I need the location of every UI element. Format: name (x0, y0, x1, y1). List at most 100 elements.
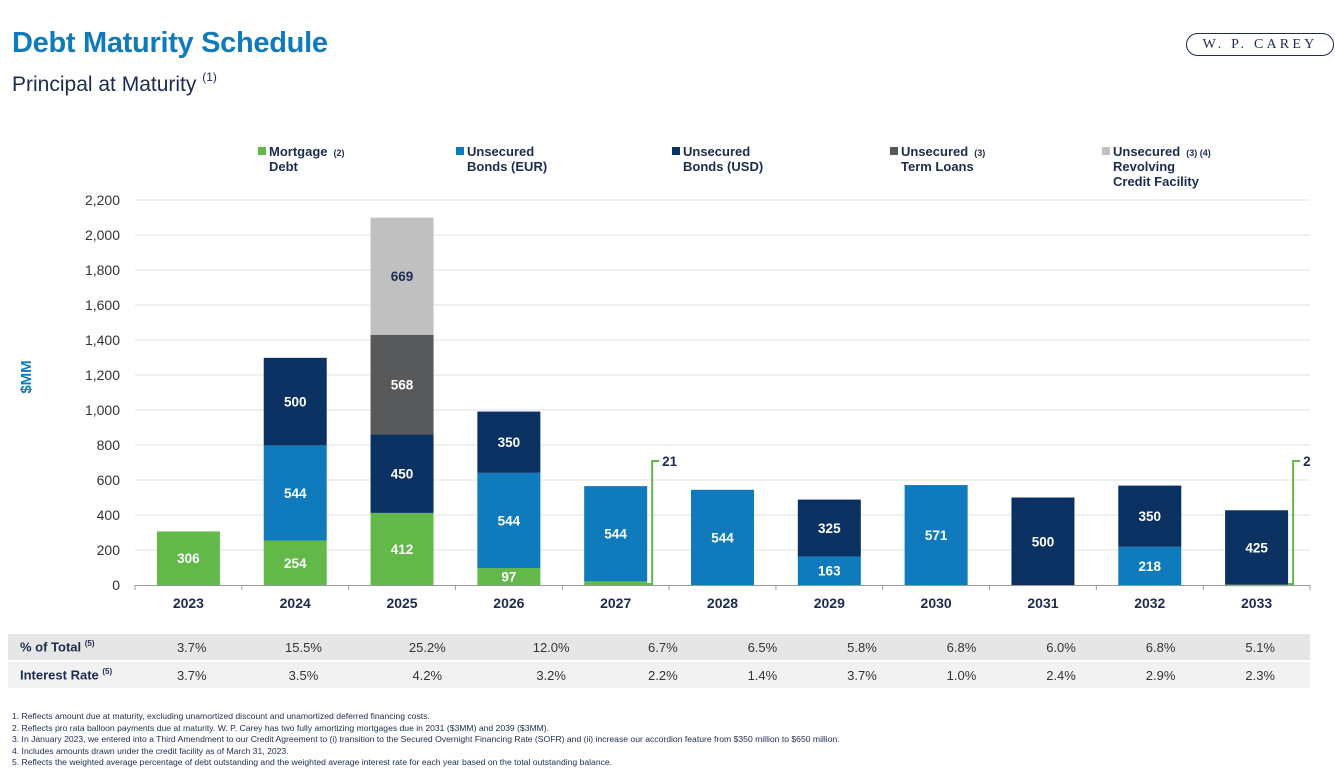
legend-swatch (672, 147, 680, 155)
bar-segment (370, 217, 434, 335)
y-tick-label: 1,600 (85, 297, 120, 313)
bar-segment (156, 531, 220, 585)
subtitle-footnote-ref: (1) (202, 70, 217, 84)
stats-table: % of Total (5) 3.7% 15.5% 25.2% 12.0% 6.7% 6.5… (8, 632, 1310, 690)
page-title: Debt Maturity Schedule (12, 27, 328, 59)
callout-label: 21 (662, 454, 678, 469)
bar-segment (263, 540, 327, 585)
bar-value-label: 254 (284, 556, 307, 571)
bar-segment (263, 357, 327, 446)
bar-value-label: 425 (1245, 540, 1268, 555)
table-cell: 1.4% (712, 662, 813, 688)
bar-segment (1118, 546, 1182, 585)
row-label: Interest Rate (5) (8, 662, 142, 688)
y-tick-label: 800 (97, 437, 121, 453)
bar-value-label: 412 (391, 542, 414, 557)
bar-segment (370, 434, 434, 513)
bar-value-label: 163 (818, 564, 841, 579)
table-cell: 2.2% (613, 662, 713, 688)
bar-segment (370, 334, 434, 435)
callout-line (647, 460, 660, 585)
bar-segment (370, 512, 434, 585)
table-row: Interest Rate (5) 3.7% 3.5% 4.2% 3.2% 2.2% 1.4… (8, 662, 1310, 688)
footnote-3: 3. In January 2023, we entered into a Th… (12, 734, 840, 744)
y-tick-label: 600 (97, 472, 121, 488)
footnote-4: 4. Includes amounts drawn under the cred… (12, 745, 289, 756)
y-tick-label: 2,200 (85, 192, 120, 208)
table-row: % of Total (5) 3.7% 15.5% 25.2% 12.0% 6.7% 6.5… (8, 634, 1310, 660)
legend-footnote-ref: (3) (974, 148, 986, 158)
row-label: % of Total (5) (8, 634, 142, 660)
y-tick-label: 0 (112, 577, 120, 593)
table-cell: 6.7% (613, 634, 713, 660)
debt-maturity-chart: 0 200 400 600 800 1,000 1,200 1,400 1,600 1,800 2,… (18, 192, 1311, 611)
legend-label: Mortgage (2) (269, 144, 345, 159)
table-cell: 5.8% (812, 634, 912, 660)
bar-segment (584, 486, 648, 582)
bar-value-label: 544 (711, 530, 734, 545)
bar-value-label: 500 (284, 395, 307, 410)
bar-segment (797, 556, 861, 585)
table-cell: 3.7% (142, 634, 242, 660)
y-axis-label: $MM (18, 360, 35, 393)
table-cell: 2.4% (1011, 662, 1111, 688)
table-cell: 3.7% (812, 662, 912, 688)
bar-segment (477, 472, 541, 569)
row-label-text: Interest Rate (20, 667, 103, 683)
row-label-text: % of Total (20, 639, 85, 655)
table-cell: 5.1% (1210, 634, 1310, 660)
bar-value-label: 669 (391, 269, 414, 284)
legend-label: Term Loans (901, 159, 974, 174)
y-tick-label: 200 (97, 542, 121, 558)
bar-value-label: 544 (498, 513, 521, 528)
legend-label: Bonds (EUR) (467, 159, 548, 174)
y-tick-label: 400 (97, 507, 121, 523)
table-cell: 3.7% (142, 662, 242, 688)
table-cell: 6.8% (1110, 634, 1211, 660)
page-subtitle: Principal at Maturity (1) (12, 70, 217, 97)
subtitle-text: Principal at Maturity (12, 73, 197, 96)
bar-segment (1118, 485, 1182, 547)
x-tick-label: 2032 (1134, 595, 1165, 611)
legend-swatch (890, 147, 898, 155)
bar-value-label: 568 (391, 377, 414, 392)
y-tick-label: 1,400 (85, 332, 120, 348)
table-cell: 3.2% (489, 662, 614, 688)
table-cell: 2.3% (1210, 662, 1310, 688)
legend-swatch (258, 147, 266, 155)
callout-label: 2 (1303, 454, 1311, 469)
bar-segment (904, 485, 968, 585)
x-tick-label: 2025 (386, 595, 417, 611)
x-tick-label: 2029 (814, 595, 845, 611)
bar-value-label: 218 (1139, 559, 1162, 574)
row-footnote-ref: (5) (102, 667, 113, 677)
table-cell: 25.2% (365, 634, 490, 660)
table-cell: 6.5% (712, 634, 813, 660)
legend-label: Credit Facility (1113, 174, 1199, 189)
bar-segment (477, 411, 541, 473)
bar-segment (477, 568, 541, 585)
callout-line (1288, 460, 1301, 585)
bar-segment (263, 445, 327, 541)
bar-value-label: 97 (501, 570, 516, 585)
footnote-1: 1. Reflects amount due at maturity, excl… (12, 711, 430, 721)
bar-value-label: 306 (177, 551, 200, 566)
table-cell: 6.8% (911, 634, 1012, 660)
bar-segment (691, 489, 754, 585)
bar-value-label: 350 (498, 435, 521, 450)
x-tick-label: 2027 (600, 595, 631, 611)
table-cell: 2.9% (1110, 662, 1211, 688)
bar-value-label: 544 (284, 486, 307, 501)
x-tick-label: 2024 (280, 595, 311, 611)
bar-value-label: 450 (391, 467, 414, 482)
legend-label: Unsecured (3) (4) (1113, 144, 1211, 159)
legend-swatch (456, 147, 464, 155)
table-cell: 15.5% (241, 634, 366, 660)
table-cell: 1.0% (911, 662, 1012, 688)
legend-label: Revolving (1113, 159, 1176, 174)
footnote-2: 2. Reflects pro rata balloon payments du… (12, 722, 550, 733)
legend-label: Bonds (USD) (683, 159, 764, 174)
y-tick-label: 1,200 (85, 367, 120, 383)
footnotes: 1. Reflects amount due at maturity, excl… (12, 711, 840, 769)
legend-label: Unsecured (3) (901, 144, 986, 159)
